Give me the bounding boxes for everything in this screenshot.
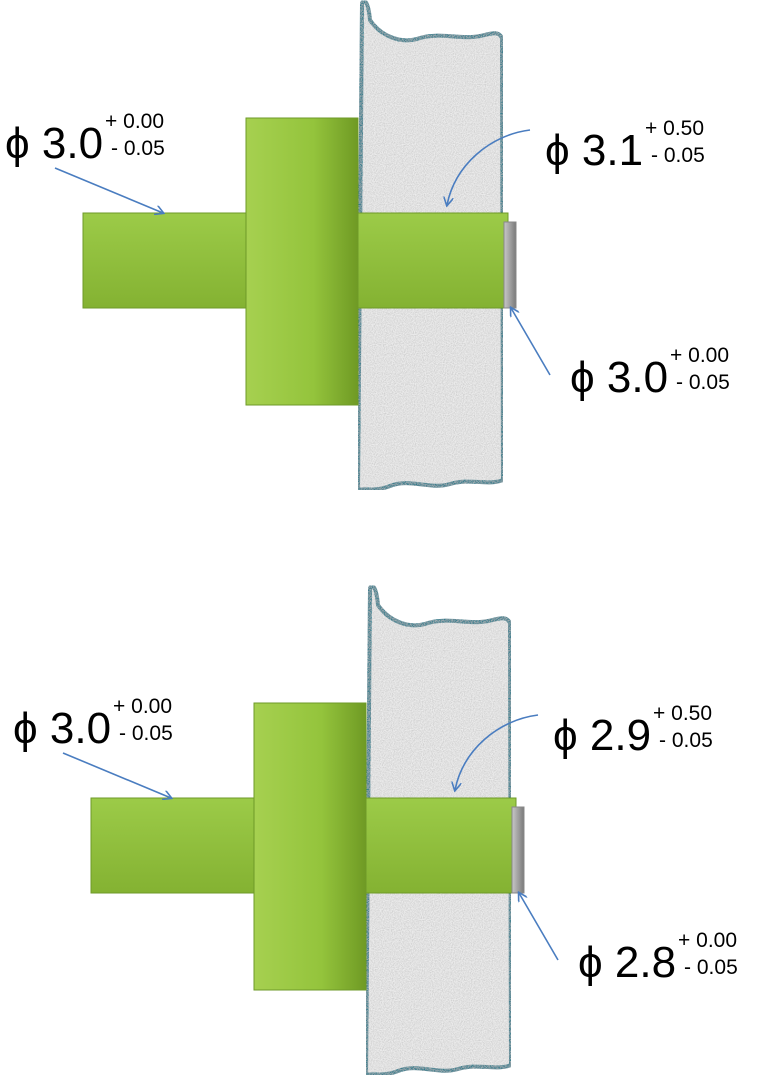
dimension-label: ϕ 3.0 (570, 353, 668, 402)
assembly-top (55, 1, 550, 490)
lower-tolerance: - 0.05 (684, 956, 738, 979)
lower-tolerance: - 0.05 (676, 371, 730, 394)
lower-tolerance: - 0.05 (119, 722, 173, 745)
lower-tolerance: - 0.05 (651, 144, 705, 167)
upper-tolerance: + 0.00 (105, 110, 164, 133)
lower-tolerance: - 0.05 (659, 729, 713, 752)
upper-tolerance: + 0.00 (670, 344, 729, 367)
assembly-bottom (63, 586, 558, 1075)
label-group: ϕ 3.0 + 0.00- 0.05 ϕ 3.1 + 0.50- 0.05ϕ 3.0 +… (5, 110, 730, 402)
label-group: ϕ 3.0 + 0.00- 0.05 ϕ 2.9 + 0.50- 0.05ϕ 2.8 +… (13, 695, 738, 987)
dimension-label: ϕ 3.0 (5, 119, 103, 168)
dimension-label: ϕ 3.0 (13, 704, 111, 753)
dimension-label: ϕ 2.8 (578, 938, 676, 987)
upper-tolerance: + 0.50 (645, 117, 704, 140)
upper-tolerance: + 0.50 (653, 702, 712, 725)
dimension-label: ϕ 3.1 (545, 126, 643, 175)
upper-tolerance: + 0.00 (113, 695, 172, 718)
dimension-label: ϕ 2.9 (553, 711, 651, 760)
upper-tolerance: + 0.00 (678, 929, 737, 952)
lower-tolerance: - 0.05 (111, 137, 165, 160)
